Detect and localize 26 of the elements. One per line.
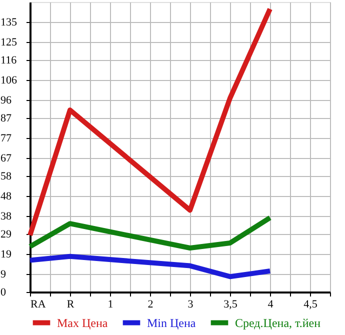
x-tick-label: 2 bbox=[148, 298, 154, 310]
y-tick-label: 116 bbox=[0, 54, 18, 66]
y-tick-label: 29 bbox=[0, 228, 12, 240]
y-tick-label: 48 bbox=[0, 190, 12, 202]
y-tick-label: 19 bbox=[0, 248, 12, 260]
x-tick-label: 4 bbox=[268, 298, 274, 310]
y-tick-label: 87 bbox=[0, 112, 12, 124]
x-tick-label: 4,5 bbox=[304, 298, 318, 310]
y-tick-label: 0 bbox=[0, 286, 6, 298]
legend-label: Сред.Цена, т.йен bbox=[235, 316, 322, 330]
x-tick-label: RA bbox=[30, 298, 46, 310]
y-tick-label: 67 bbox=[0, 152, 12, 164]
y-tick-label: 106 bbox=[0, 74, 18, 86]
y-tick-label: 125 bbox=[0, 36, 18, 48]
x-tick-label: R bbox=[66, 298, 75, 310]
y-tick-label: 58 bbox=[0, 170, 12, 182]
x-tick-label: 3 bbox=[188, 298, 194, 310]
y-tick-label: 96 bbox=[0, 94, 12, 106]
y-tick-label: 77 bbox=[0, 132, 12, 144]
y-tick-label: 135 bbox=[0, 16, 18, 28]
legend-label: Max Цена bbox=[57, 316, 108, 330]
x-tick-label: 1 bbox=[108, 298, 114, 310]
y-tick-label: 38 bbox=[0, 210, 12, 222]
x-tick-label: 3,5 bbox=[224, 298, 238, 310]
y-tick-label: 9 bbox=[0, 268, 6, 280]
legend-label: Min Цена bbox=[147, 316, 196, 330]
